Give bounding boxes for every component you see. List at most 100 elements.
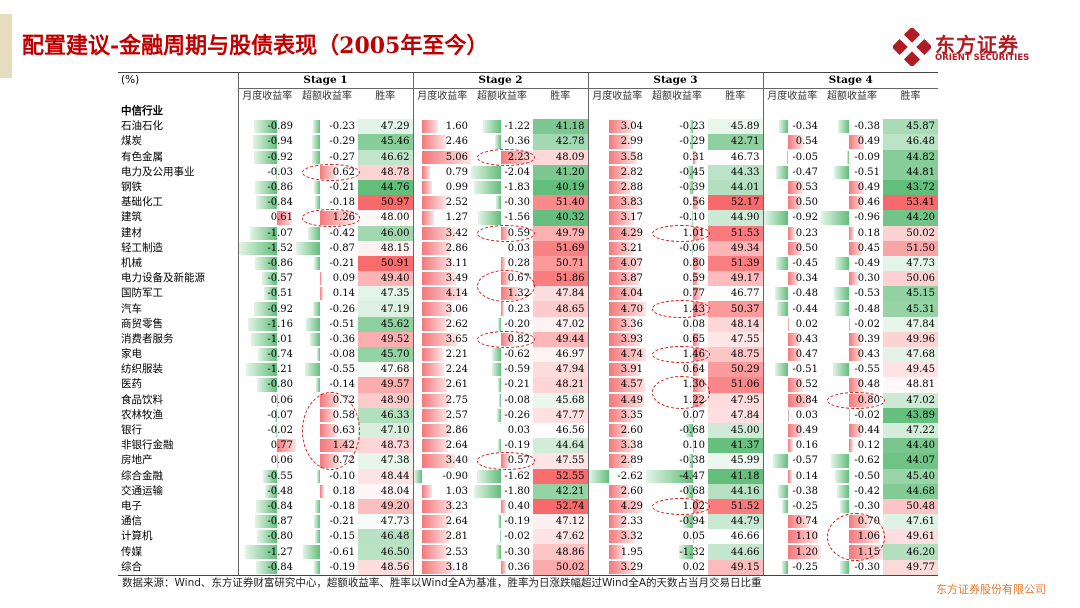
data-bar — [692, 348, 708, 362]
value-text: 46.66 — [730, 531, 760, 543]
value-cell: 1.30 — [646, 377, 708, 392]
value-text: 49.17 — [730, 273, 760, 285]
data-bar — [834, 469, 850, 483]
value-cell: 0.12 — [821, 438, 883, 453]
value-cell: 44.90 — [708, 210, 763, 226]
value-text: 3.35 — [620, 409, 643, 421]
value-text: 44.90 — [730, 212, 760, 224]
value-cell: -0.59 — [471, 362, 533, 377]
value-cell: 0.62 — [296, 165, 358, 180]
value-cell: -0.10 — [296, 469, 358, 484]
value-cell: -0.26 — [471, 408, 533, 423]
value-text: -0.84 — [267, 561, 293, 573]
data-row: 家电 -0.74 -0.08 45.70 2.21 -0.62 46.97 4.74 1.46 4… — [118, 347, 939, 363]
value-cell: 44.40 — [883, 438, 939, 454]
value-cell: 3.87 — [587, 271, 646, 287]
column-header: 胜率 — [375, 91, 396, 102]
value-text: -0.05 — [792, 151, 818, 163]
value-cell: 0.61 — [237, 210, 296, 226]
blank-cell — [533, 104, 588, 119]
data-row: 交通运输 -0.48 0.18 48.04 1.03 -1.80 42.21 2.60 -0.6… — [118, 483, 939, 499]
value-cell: 1.20 — [762, 544, 821, 560]
value-text: -0.61 — [329, 546, 355, 558]
value-cell: 49.17 — [708, 271, 763, 287]
data-row: 消费者服务 -1.01 -0.36 49.52 3.65 0.82 49.44 3.93 0.6… — [118, 331, 939, 347]
data-bar — [608, 454, 632, 468]
data-bar — [256, 378, 277, 392]
value-text: 2.64 — [445, 516, 468, 528]
data-bar — [422, 165, 430, 179]
value-text: 0.61 — [270, 212, 293, 224]
value-cell: -2.04 — [471, 165, 533, 180]
value-cell: 3.49 — [412, 271, 471, 287]
value-text: 4.74 — [620, 349, 643, 361]
value-cell: 45.31 — [883, 301, 939, 317]
value-text: 1.95 — [620, 546, 643, 558]
data-bar — [678, 545, 693, 559]
data-bar — [608, 348, 646, 362]
data-bar — [608, 378, 645, 392]
value-cell: -0.57 — [237, 271, 296, 287]
industry-name: 农林牧渔 — [121, 408, 163, 421]
data-bar — [319, 423, 337, 438]
value-text: 50.06 — [906, 273, 936, 285]
value-cell: -1.56 — [471, 210, 533, 225]
value-text: 0.63 — [332, 425, 355, 437]
value-cell: -0.18 — [296, 195, 358, 210]
value-text: 1.01 — [682, 227, 705, 239]
value-text: -0.50 — [854, 470, 880, 482]
data-row: 食品饮料 0.06 0.72 48.90 2.75 -0.08 45.68 4.49 1.22 4… — [118, 392, 939, 408]
value-cell: 3.65 — [412, 331, 471, 347]
value-cell: 0.58 — [296, 408, 358, 423]
data-row: 计算机 -0.80 -0.15 46.48 2.81 -0.02 47.62 3.32 0.05… — [118, 529, 939, 545]
value-text: -1.22 — [504, 121, 530, 133]
data-bar — [422, 484, 433, 498]
value-cell: -0.48 — [762, 286, 821, 302]
data-bar — [254, 515, 277, 529]
value-cell: 46.48 — [883, 134, 939, 150]
value-cell: 3.23 — [412, 498, 471, 515]
industry-name: 家电 — [121, 348, 142, 361]
value-cell: -0.25 — [762, 559, 821, 576]
data-bar — [608, 515, 628, 529]
data-bar — [314, 560, 320, 574]
value-cell: 46.56 — [533, 422, 588, 439]
data-bar — [496, 196, 501, 210]
value-cell: -0.09 — [821, 150, 883, 165]
data-bar — [319, 484, 325, 498]
value-text: 2.60 — [620, 485, 643, 497]
value-cell: 0.28 — [471, 256, 533, 271]
value-cell: 2.46 — [412, 134, 471, 150]
value-text: 49.20 — [380, 500, 410, 512]
value-text: 3.42 — [445, 227, 468, 239]
value-text: -0.07 — [267, 409, 293, 421]
data-bar — [471, 165, 501, 179]
industry-name: 石油石化 — [121, 120, 163, 133]
data-bar — [608, 560, 635, 574]
value-cell: -0.55 — [296, 362, 358, 377]
data-bar — [422, 150, 471, 164]
value-text: -1.01 — [267, 333, 293, 345]
value-text: 0.49 — [795, 425, 818, 437]
value-text: 48.04 — [380, 485, 410, 497]
data-bar — [788, 393, 812, 407]
data-bar — [608, 272, 640, 286]
value-cell: 49.34 — [708, 240, 763, 256]
value-text: 1.22 — [682, 394, 705, 406]
data-bar — [763, 211, 789, 225]
value-text: 2.88 — [620, 182, 643, 194]
data-bar — [422, 180, 432, 195]
blank-cell — [237, 104, 296, 120]
value-cell: -0.34 — [762, 119, 821, 135]
data-bar — [608, 530, 635, 544]
value-text: -0.55 — [267, 470, 293, 482]
value-text: 46.48 — [380, 531, 410, 543]
value-cell: 49.44 — [533, 331, 588, 347]
value-cell: 0.57 — [471, 453, 533, 468]
data-bar — [772, 454, 789, 468]
value-cell: 48.73 — [358, 438, 413, 454]
data-bar — [848, 408, 850, 422]
value-text: 3.58 — [620, 151, 643, 163]
value-cell: 0.52 — [762, 377, 821, 393]
value-cell: -0.10 — [646, 210, 708, 225]
